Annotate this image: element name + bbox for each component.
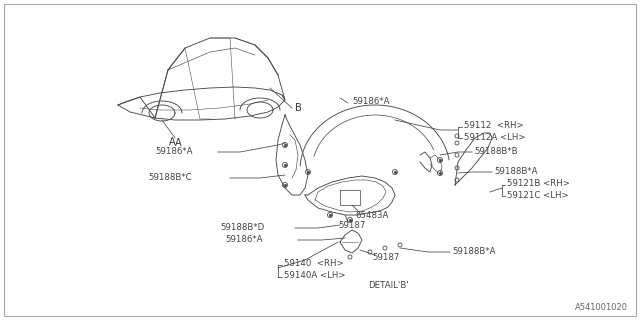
Text: 59112  <RH>: 59112 <RH>	[464, 121, 524, 130]
Text: 59121B <RH>: 59121B <RH>	[507, 179, 570, 188]
Text: 59188B*C: 59188B*C	[148, 173, 191, 182]
Text: 59187: 59187	[372, 253, 399, 262]
Text: A: A	[175, 138, 182, 148]
Text: 59186*A: 59186*A	[225, 236, 262, 244]
Text: A: A	[169, 137, 175, 147]
Text: B: B	[295, 103, 301, 113]
Text: 59188B*D: 59188B*D	[220, 223, 264, 233]
Text: 59188B*B: 59188B*B	[474, 148, 518, 156]
Text: 59121C <LH>: 59121C <LH>	[507, 190, 568, 199]
Text: 65483A: 65483A	[355, 212, 388, 220]
Text: DETAIL'B': DETAIL'B'	[368, 281, 409, 290]
Text: 59140A <LH>: 59140A <LH>	[284, 271, 346, 281]
Text: 59187: 59187	[338, 220, 365, 229]
Text: 59188B*A: 59188B*A	[494, 167, 538, 177]
Text: 59186*A: 59186*A	[352, 97, 390, 106]
Text: A541001020: A541001020	[575, 303, 628, 312]
Text: 59140  <RH>: 59140 <RH>	[284, 259, 344, 268]
Text: 59186*A: 59186*A	[155, 148, 193, 156]
Text: 59112A <LH>: 59112A <LH>	[464, 132, 525, 141]
Text: 59188B*A: 59188B*A	[452, 247, 495, 257]
